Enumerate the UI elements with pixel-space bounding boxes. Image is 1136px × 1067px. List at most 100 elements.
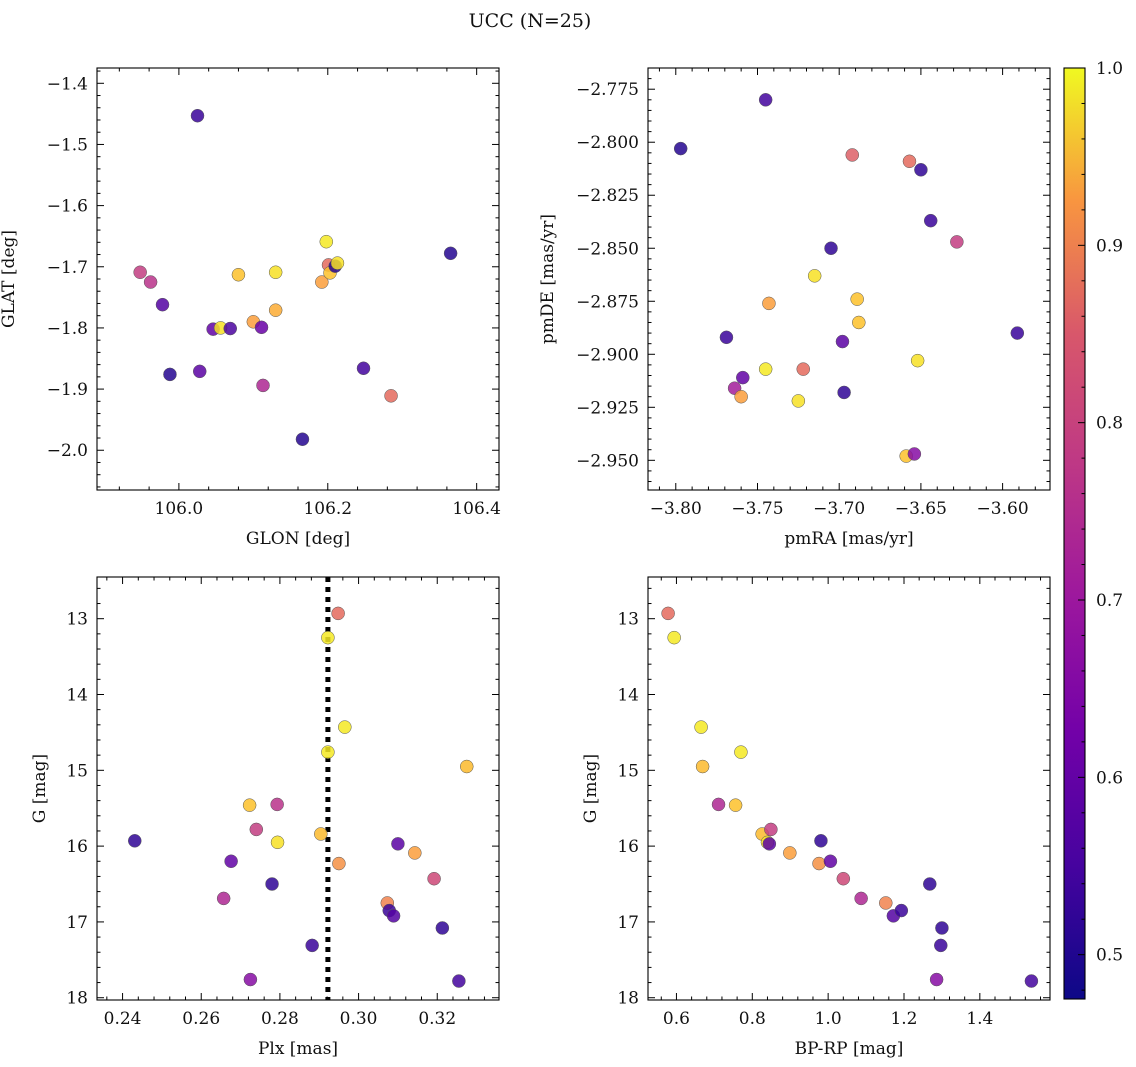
x-tick-label: 106.0 (155, 499, 204, 519)
x-tick-label: 1.4 (966, 1009, 993, 1029)
scatter-point (923, 213, 938, 228)
y-axis-label: G [mag] (30, 754, 50, 823)
scatter-point (734, 389, 748, 404)
scatter-point (224, 854, 238, 869)
scatter-point (935, 921, 949, 935)
y-tick-label: 17 (66, 913, 88, 933)
axes-frame (96, 67, 500, 491)
scatter-point (133, 265, 147, 280)
y-tick-label: 16 (617, 837, 639, 857)
y-axis-label: GLAT [deg] (0, 230, 19, 328)
scatter-point (1024, 974, 1039, 988)
colorbar-tick-label: 0.9 (1096, 236, 1123, 256)
tick-marks (648, 67, 1050, 490)
colorbar-tick-label: 0.8 (1096, 414, 1123, 434)
axes-frame (647, 576, 1051, 1001)
scatter-point (824, 241, 838, 256)
y-tick-label: −2.850 (576, 239, 639, 259)
x-tick-label: 1.2 (890, 1009, 917, 1029)
scatter-point (386, 909, 401, 923)
scatter-point (711, 797, 726, 812)
scatter-point (356, 361, 371, 376)
scatter-point (910, 353, 925, 368)
colorbar-gradient (1063, 67, 1086, 1000)
scatter-point (758, 93, 773, 107)
scatter-point (249, 822, 264, 837)
scatter-point (807, 269, 822, 283)
scatter-point (907, 447, 922, 461)
scatter-point (950, 235, 964, 249)
scatter-point (190, 108, 205, 123)
scatter-point (427, 871, 441, 886)
y-tick-label: 15 (66, 761, 88, 781)
tick-marks (97, 68, 499, 490)
y-tick-label: 14 (617, 686, 639, 706)
scatter-point (736, 370, 750, 385)
scatter-point (305, 938, 319, 953)
scatter-point (764, 822, 778, 837)
colorbar-tick-label: 0.5 (1096, 946, 1123, 966)
scatter-point (914, 163, 928, 177)
scatter-point (192, 364, 207, 379)
y-tick-label: 14 (66, 686, 88, 706)
scatter-point (242, 798, 257, 812)
x-tick-label: 0.28 (261, 1009, 299, 1029)
scatter-point (452, 974, 466, 988)
y-axis-label: pmDE [mas/yr] (538, 214, 558, 344)
scatter-point (845, 148, 860, 162)
scatter-point (758, 362, 773, 376)
scatter-point (836, 871, 851, 886)
scatter-point (270, 797, 284, 812)
scatter-point (331, 606, 345, 621)
scatter-point (852, 315, 866, 330)
x-tick-label: 0.6 (663, 1009, 690, 1029)
scatter-point (762, 837, 777, 851)
axes-frame (96, 576, 500, 1001)
panel-bprp-g: 0.6 0.8 1.0 1.2 1.4 13 14 15 16 17 18 BP-RP [mag] G … (581, 576, 1051, 1059)
scatter-point (321, 745, 335, 759)
x-tick-label: 1.0 (815, 1009, 842, 1029)
scatter-point (314, 827, 328, 841)
x-tick-label: −3.70 (813, 499, 865, 519)
scatter-point (719, 330, 734, 345)
y-tick-label: 18 (617, 989, 639, 1009)
scatter-point (934, 938, 948, 953)
y-tick-label: 17 (617, 913, 639, 933)
scatter-point (850, 292, 864, 306)
scatter-point (879, 896, 893, 910)
scatter-point (835, 334, 850, 349)
scatter-point (762, 296, 776, 311)
scatter-point (783, 846, 797, 860)
scatter-point (265, 877, 279, 891)
x-axis-label: pmRA [mas/yr] (784, 529, 913, 549)
scatter-point (812, 856, 826, 871)
scatter-point (330, 256, 345, 270)
y-tick-label: −2.825 (576, 186, 639, 206)
scatter-point (734, 745, 748, 759)
x-axis-label: GLON [deg] (246, 529, 350, 549)
x-axis-label: BP-RP [mag] (795, 1039, 904, 1059)
y-tick-label: −2.0 (47, 441, 88, 461)
scatter-point (332, 856, 346, 871)
x-tick-label: −3.65 (895, 499, 947, 519)
x-tick-label: 0.32 (418, 1009, 456, 1029)
scatter-point (823, 854, 838, 869)
scatter-point (295, 432, 310, 446)
scatter-point (791, 394, 806, 408)
scatter-point (929, 972, 944, 987)
scatter-point (894, 903, 909, 918)
x-tick-label: −3.80 (650, 499, 702, 519)
scatter-point (837, 385, 851, 400)
y-tick-label: −2.900 (576, 345, 639, 365)
x-tick-label: 0.24 (104, 1009, 142, 1029)
scatter-point (459, 759, 474, 774)
scatter-point (443, 246, 458, 261)
y-tick-label: 18 (66, 989, 88, 1009)
x-tick-label: 0.8 (739, 1009, 766, 1029)
scatter-point (321, 630, 335, 645)
scatter-point (128, 834, 142, 848)
panel-glon-glat: 106.0 106.2 106.4 −2.0 −1.9 −1.8 −1.7 −1.6 −1.5 −… (0, 67, 501, 549)
scatter-point (231, 267, 246, 282)
y-tick-label: 16 (66, 837, 88, 857)
scatter-point (695, 759, 710, 774)
